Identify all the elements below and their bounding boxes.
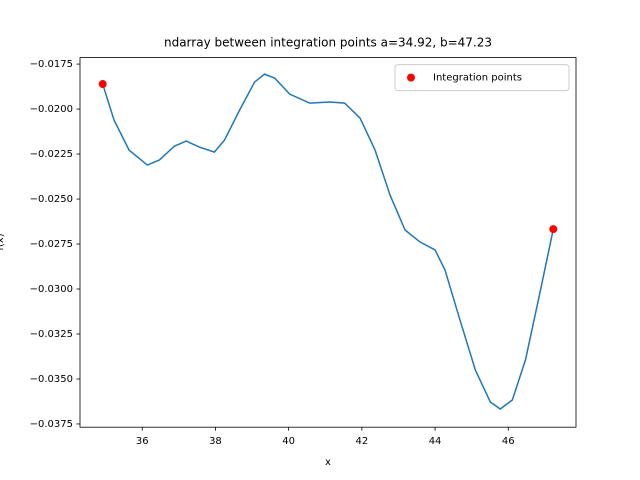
legend-label: Integration points [433, 73, 522, 84]
y-tick-label: −0.0275 [30, 239, 73, 250]
y-tick-label: −0.0175 [30, 59, 73, 70]
y-tick-label: −0.0300 [30, 284, 73, 295]
legend-box [394, 64, 570, 92]
y-tick-label: −0.0325 [30, 329, 73, 340]
data-point [98, 80, 107, 89]
data-line [101, 73, 555, 410]
y-tick-label: −0.0250 [30, 194, 73, 205]
chart-title: ndarray between integration points a=34.… [164, 36, 492, 50]
plot-frame [79, 57, 577, 428]
y-tick-label: −0.0225 [30, 149, 73, 160]
y-axis-label: f(x) [0, 233, 6, 250]
x-tick-label: 42 [355, 436, 368, 447]
x-tick-label: 36 [136, 436, 149, 447]
x-tick-label: 46 [502, 436, 515, 447]
y-tick-label: −0.0200 [30, 104, 73, 115]
x-axis-label: x [325, 457, 331, 468]
legend-marker [407, 73, 415, 82]
data-point [549, 225, 558, 234]
x-tick-label: 38 [209, 436, 222, 447]
y-tick-label: −0.0350 [30, 374, 73, 385]
x-tick-label: 40 [282, 436, 295, 447]
y-tick-label: −0.0375 [30, 419, 73, 430]
x-tick-label: 44 [429, 436, 442, 447]
